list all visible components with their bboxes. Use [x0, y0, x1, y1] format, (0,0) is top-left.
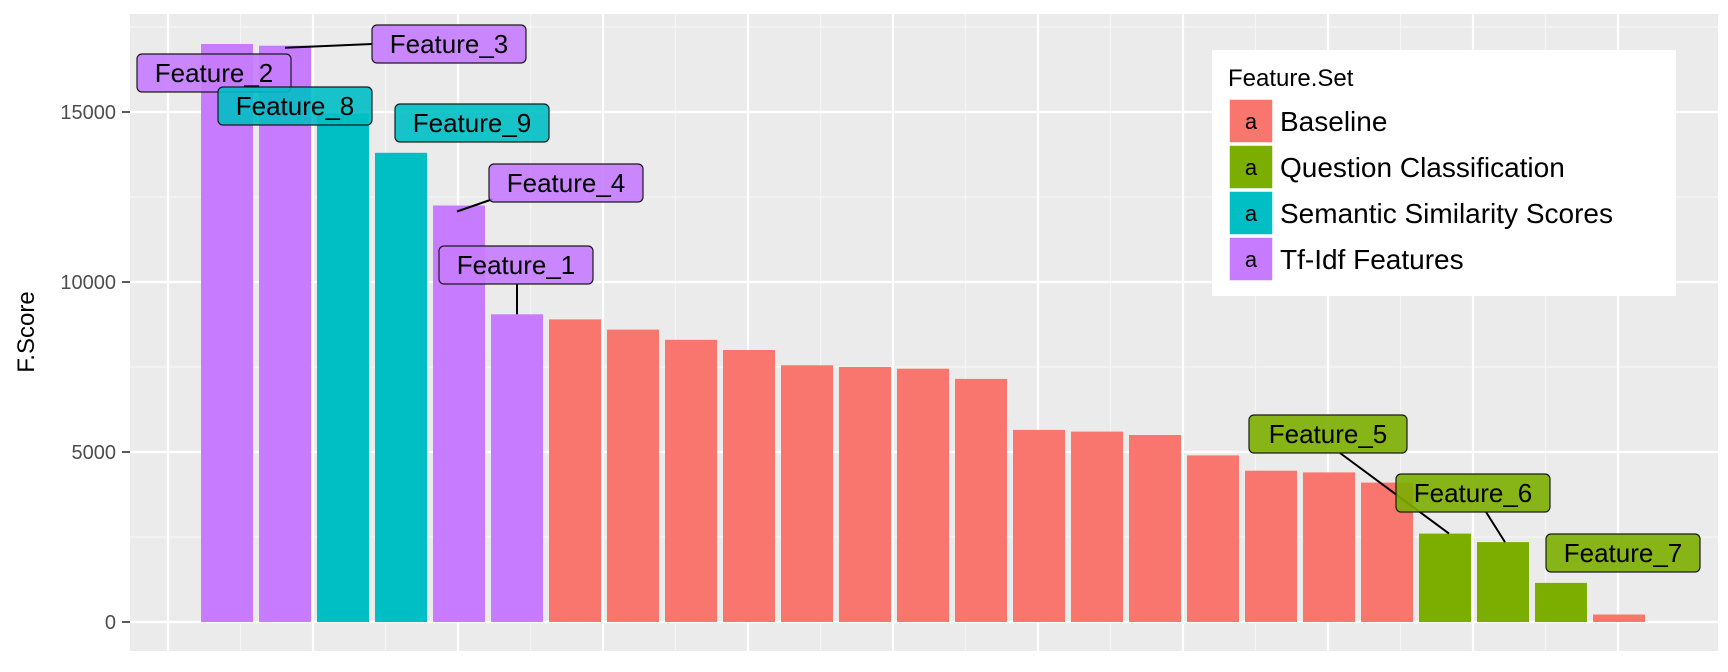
bar	[1593, 614, 1645, 622]
annotation-label: Feature_3	[371, 24, 527, 64]
legend-key	[1228, 144, 1274, 190]
annotation-label: Feature_6	[1395, 473, 1551, 513]
bar	[839, 367, 891, 622]
legend-item: a Semantic Similarity Scores	[1228, 190, 1613, 236]
legend-item: a Baseline	[1228, 98, 1387, 144]
bar	[1129, 435, 1181, 622]
annotation-box	[1395, 473, 1551, 513]
bar	[375, 152, 427, 623]
legend-item: a Question Classification	[1228, 144, 1565, 190]
bar	[1245, 470, 1297, 622]
annotation-box	[371, 24, 527, 64]
legend-key-glyph: a	[1245, 155, 1258, 180]
legend-key-glyph: a	[1245, 109, 1258, 134]
annotation-box	[217, 86, 373, 126]
y-axis-title: F.Score	[13, 291, 40, 372]
legend-label: Question Classification	[1280, 152, 1565, 183]
bar	[607, 329, 659, 622]
y-axis: 0 5000 10000 15000	[60, 102, 130, 634]
bar	[955, 378, 1007, 622]
annotation-leader	[1485, 511, 1506, 543]
bar	[1071, 431, 1123, 622]
annotation-label: Feature_1	[438, 245, 594, 285]
bar	[1477, 542, 1529, 622]
annotation-box	[488, 163, 644, 203]
annotation-text: Feature_7	[1564, 538, 1683, 568]
y-tick-label: 5000	[72, 442, 117, 464]
annotation-box	[1545, 533, 1701, 573]
legend-label: Tf-Idf Features	[1280, 244, 1464, 275]
bar	[1419, 533, 1471, 622]
bar	[1187, 455, 1239, 622]
annotation-text: Feature_6	[1414, 478, 1533, 508]
annotation-leader	[456, 198, 494, 213]
annotation-text: Feature_1	[457, 250, 576, 280]
legend: Feature.Set a Baseline a Question Classific…	[1212, 50, 1676, 296]
annotation-text: Feature_2	[155, 58, 274, 88]
legend-label: Semantic Similarity Scores	[1280, 198, 1613, 229]
legend-title: Feature.Set	[1228, 65, 1354, 92]
annotation-label: Feature_7	[1545, 533, 1701, 573]
annotation-label: Feature_5	[1248, 414, 1408, 454]
bars	[201, 44, 1645, 623]
annotation-text: Feature_3	[390, 29, 509, 59]
annotation-label: Feature_8	[217, 86, 373, 126]
legend-key-glyph: a	[1245, 247, 1258, 272]
annotation-label: Feature_4	[488, 163, 644, 203]
bar	[1013, 429, 1065, 622]
bar	[317, 113, 369, 622]
bar	[491, 314, 543, 622]
bar	[1303, 472, 1355, 622]
annotation-label: Feature_2	[136, 53, 292, 93]
bar	[1535, 582, 1587, 622]
legend-label: Baseline	[1280, 106, 1387, 137]
legend-key	[1228, 236, 1274, 282]
bar	[259, 45, 311, 622]
annotations: Feature_2 Feature_3 Feature_8 Feature_9 Feat…	[136, 24, 1701, 573]
legend-key	[1228, 190, 1274, 236]
y-tick-label: 15000	[60, 102, 116, 124]
y-tick-label: 10000	[60, 272, 116, 294]
annotation-text: Feature_5	[1269, 419, 1388, 449]
bar	[201, 44, 253, 622]
legend-key	[1228, 98, 1274, 144]
annotation-leader	[1339, 452, 1450, 535]
bar	[897, 368, 949, 622]
annotation-text: Feature_8	[236, 91, 355, 121]
y-tick-label: 0	[105, 612, 116, 634]
annotation-text: Feature_4	[507, 168, 626, 198]
annotation-box	[1248, 414, 1408, 454]
legend-item: a Tf-Idf Features	[1228, 236, 1464, 282]
bar	[665, 339, 717, 622]
legend-key-glyph: a	[1245, 201, 1258, 226]
annotation-box	[136, 53, 292, 93]
annotation-box	[438, 245, 594, 285]
bar	[549, 319, 601, 622]
annotation-box	[394, 103, 550, 143]
annotation-leader	[284, 43, 373, 49]
annotation-text: Feature_9	[413, 108, 532, 138]
legend-background	[1212, 50, 1676, 296]
bar	[723, 350, 775, 622]
annotation-label: Feature_9	[394, 103, 550, 143]
bar	[781, 365, 833, 622]
